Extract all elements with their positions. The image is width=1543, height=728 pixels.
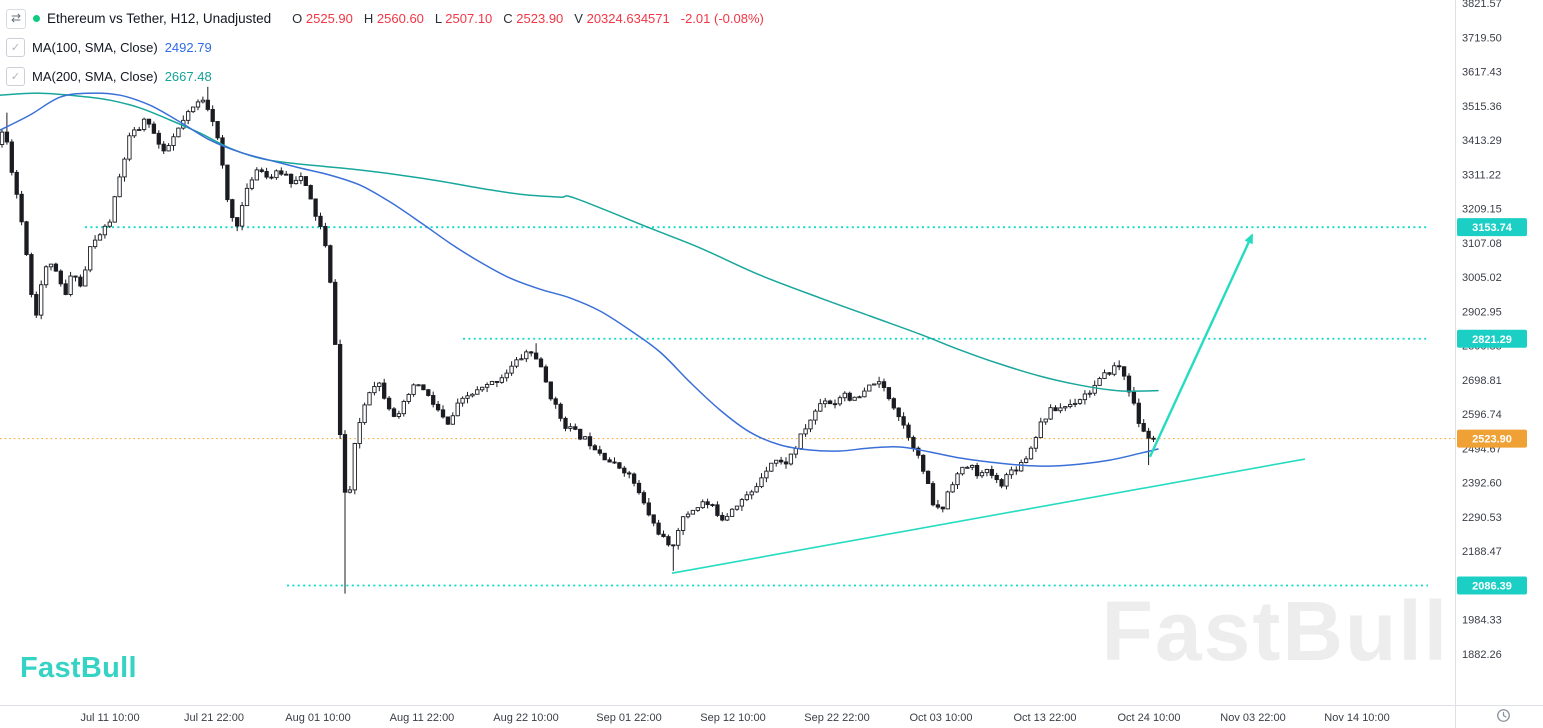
svg-text:Oct 13 22:00: Oct 13 22:00 [1014,712,1077,724]
svg-text:3617.43: 3617.43 [1462,67,1502,79]
ma100-visibility-checkbox[interactable]: ✓ [6,38,25,57]
svg-text:Nov 03 22:00: Nov 03 22:00 [1220,712,1285,724]
svg-text:Jul 11 10:00: Jul 11 10:00 [80,712,139,724]
time-axis[interactable]: Jul 11 10:00 Jul 21 22:00 Aug 01 10:00 Aug … [80,712,1389,724]
svg-text:2392.60: 2392.60 [1462,478,1502,490]
indicator-row-ma100[interactable]: ✓ MA(100, SMA, Close) 2492.79 [6,33,764,62]
ma200-label: MA(200, SMA, Close) [32,69,158,84]
ma100-label: MA(100, SMA, Close) [32,40,158,55]
price-axis-badges: 3153.74 2821.29 2523.90 2086.39 [1457,218,1527,595]
svg-text:3005.02: 3005.02 [1462,272,1502,284]
ma200-value: 2667.48 [164,69,212,84]
svg-text:2086.39: 2086.39 [1472,580,1512,592]
svg-text:2902.95: 2902.95 [1462,306,1502,318]
svg-text:Aug 11 22:00: Aug 11 22:00 [390,712,455,724]
svg-text:3311.22: 3311.22 [1462,169,1501,181]
check-icon: ✓ [10,42,21,54]
price-change: -2.01 (-0.08%) [680,11,764,26]
watermark-text: FastBull [1102,584,1449,678]
indicator-row-ma200[interactable]: ✓ MA(200, SMA, Close) 2667.48 [6,62,764,91]
svg-text:Nov 14 10:00: Nov 14 10:00 [1324,712,1389,724]
ohlc-values: O 2525.90 H 2560.60 L 2507.10 C 2523.90 … [292,11,764,26]
clock-icon[interactable] [1496,708,1512,724]
svg-text:1882.26: 1882.26 [1462,649,1502,661]
chart-legend: ⇄ Ethereum vs Tether, H12, Unadjusted O … [6,4,764,91]
svg-text:Aug 01 10:00: Aug 01 10:00 [285,712,350,724]
fastbull-logo: FastBull [20,652,137,684]
ma200-line[interactable] [0,92,1159,392]
svg-text:Sep 12 10:00: Sep 12 10:00 [700,712,765,724]
svg-text:FastBull: FastBull [1102,584,1449,678]
symbol-compare-icon[interactable]: ⇄ [6,8,26,29]
plot-area[interactable]: FastBull [0,86,1455,678]
check-icon: ✓ [10,71,21,83]
svg-text:Sep 01 22:00: Sep 01 22:00 [596,712,661,724]
price-axis[interactable]: 3821.57 3719.50 3617.43 3515.36 3413.29 3311.… [1462,0,1502,661]
svg-text:2698.81: 2698.81 [1462,375,1502,387]
support-trendline[interactable] [671,458,1306,574]
high-value: H 2560.60 [363,11,424,26]
price-level-lines[interactable] [85,226,1428,587]
svg-text:2821.29: 2821.29 [1472,334,1512,346]
symbol-title: Ethereum vs Tether, H12, Unadjusted [47,11,272,26]
svg-text:Oct 03 10:00: Oct 03 10:00 [910,712,973,724]
symbol-info-row[interactable]: ⇄ Ethereum vs Tether, H12, Unadjusted O … [6,4,764,33]
low-value: L 2507.10 [434,11,493,26]
svg-text:2596.74: 2596.74 [1462,409,1502,421]
ma100-line[interactable] [0,92,1159,467]
candlestick-series[interactable] [0,86,1156,594]
svg-text:2188.47: 2188.47 [1462,546,1502,558]
svg-text:Aug 22 10:00: Aug 22 10:00 [493,712,558,724]
svg-text:2290.53: 2290.53 [1462,512,1502,524]
svg-text:3413.29: 3413.29 [1462,135,1502,147]
svg-text:Sep 22 22:00: Sep 22 22:00 [804,712,869,724]
open-value: O 2525.90 [292,11,353,26]
svg-text:3107.08: 3107.08 [1462,238,1502,250]
live-status-dot [33,15,40,22]
svg-text:Oct 24 10:00: Oct 24 10:00 [1118,712,1181,724]
volume-value: V 20324.634571 [574,11,670,26]
svg-text:2523.90: 2523.90 [1472,434,1512,446]
svg-text:Jul 21 22:00: Jul 21 22:00 [184,712,244,724]
svg-text:3209.15: 3209.15 [1462,204,1502,216]
svg-text:1984.33: 1984.33 [1462,615,1502,627]
svg-text:3153.74: 3153.74 [1472,222,1513,234]
svg-text:3719.50: 3719.50 [1462,32,1502,44]
ma200-visibility-checkbox[interactable]: ✓ [6,67,25,86]
svg-text:3821.57: 3821.57 [1462,0,1502,10]
ma100-value: 2492.79 [164,40,212,55]
close-value: C 2523.90 [503,11,564,26]
svg-text:3515.36: 3515.36 [1462,101,1502,113]
projection-arrow[interactable] [1148,233,1254,458]
